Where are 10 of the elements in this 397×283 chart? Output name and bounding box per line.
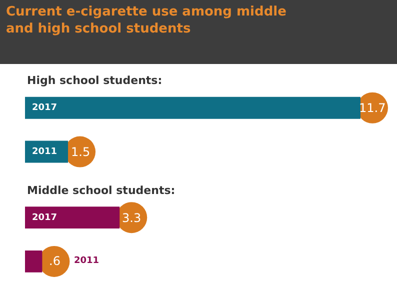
chart-title: Current e-cigarette use among middle and high school students bbox=[6, 4, 287, 36]
data-label: 1.5 bbox=[71, 145, 90, 159]
annotation: Middle school students: bbox=[27, 184, 176, 197]
data-label: .6 bbox=[49, 254, 60, 268]
annotation: High school students: bbox=[27, 74, 162, 87]
y-tick-label: 2017 bbox=[32, 103, 58, 113]
y-tick-label: 2011 bbox=[32, 147, 58, 157]
data-label: 3.3 bbox=[122, 211, 142, 225]
y-tick-label: 2011 bbox=[74, 256, 100, 266]
y-tick-label: 2017 bbox=[32, 213, 58, 223]
